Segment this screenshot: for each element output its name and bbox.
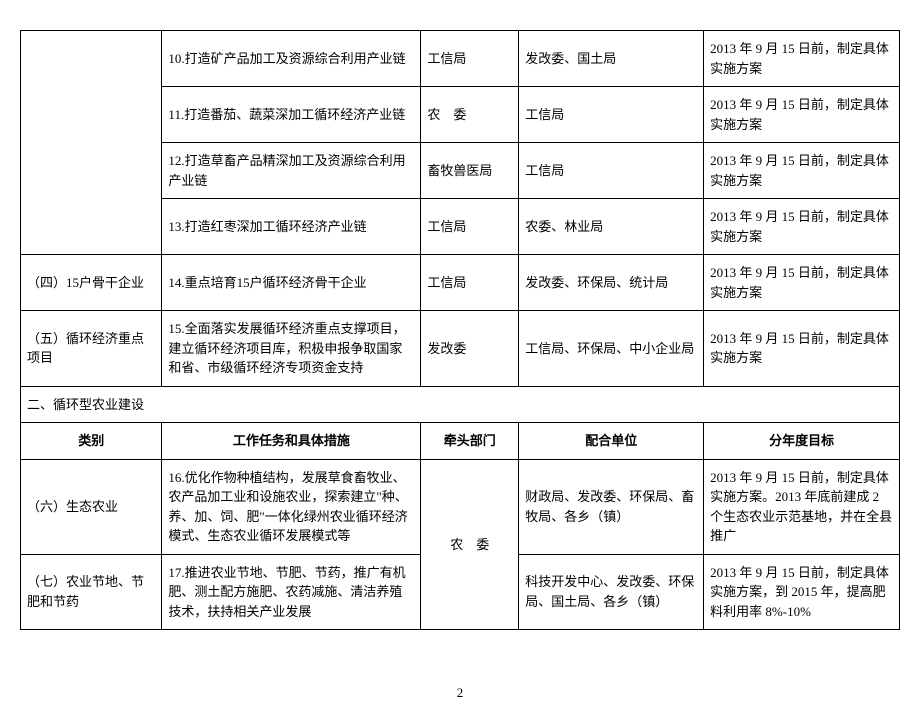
page-number: 2 (20, 685, 900, 701)
cell-goal: 2013 年 9 月 15 日前，制定具体实施方案 (704, 311, 900, 387)
cell-task: 12.打造草畜产品精深加工及资源综合利用产业链 (162, 143, 421, 199)
page-content: 10.打造矿产品加工及资源综合利用产业链 工信局 发改委、国土局 2013 年 … (20, 30, 900, 701)
table-row: （六）生态农业 16.优化作物种植结构，发展草食畜牧业、农产品加工业和设施农业，… (21, 459, 900, 554)
cell-task: 13.打造红枣深加工循环经济产业链 (162, 199, 421, 255)
table-row: （五）循环经济重点项目 15.全面落实发展循环经济重点支撑项目，建立循环经济项目… (21, 311, 900, 387)
cell-lead: 工信局 (421, 199, 519, 255)
cell-task: 11.打造番茄、蔬菜深加工循环经济产业链 (162, 87, 421, 143)
main-table: 10.打造矿产品加工及资源综合利用产业链 工信局 发改委、国土局 2013 年 … (20, 30, 900, 630)
cell-coord: 农委、林业局 (519, 199, 704, 255)
cell-goal: 2013 年 9 月 15 日前，制定具体实施方案 (704, 87, 900, 143)
cell-category: （六）生态农业 (21, 459, 162, 554)
table-header-row: 类别 工作任务和具体措施 牵头部门 配合单位 分年度目标 (21, 423, 900, 460)
cell-goal: 2013 年 9 月 15 日前，制定具体实施方案 (704, 199, 900, 255)
cell-goal: 2013 年 9 月 15 日前，制定具体实施方案，到 2015 年，提高肥料利… (704, 554, 900, 630)
cell-goal: 2013 年 9 月 15 日前，制定具体实施方案 (704, 31, 900, 87)
cell-goal: 2013 年 9 月 15 日前，制定具体实施方案。2013 年底前建成 2 个… (704, 459, 900, 554)
cell-lead: 畜牧兽医局 (421, 143, 519, 199)
header-task: 工作任务和具体措施 (162, 423, 421, 460)
cell-lead: 农 委 (421, 459, 519, 630)
cell-category: （五）循环经济重点项目 (21, 311, 162, 387)
cell-coord: 发改委、环保局、统计局 (519, 255, 704, 311)
cell-lead: 发改委 (421, 311, 519, 387)
cell-lead: 农 委 (421, 87, 519, 143)
cell-task: 17.推进农业节地、节肥、节药，推广有机肥、测土配方施肥、农药减施、清洁养殖技术… (162, 554, 421, 630)
cell-task: 14.重点培育15户循环经济骨干企业 (162, 255, 421, 311)
cell-lead: 工信局 (421, 255, 519, 311)
header-category: 类别 (21, 423, 162, 460)
header-coord: 配合单位 (519, 423, 704, 460)
cell-task: 16.优化作物种植结构，发展草食畜牧业、农产品加工业和设施农业，探索建立"种、养… (162, 459, 421, 554)
header-lead: 牵头部门 (421, 423, 519, 460)
header-goal: 分年度目标 (704, 423, 900, 460)
cell-category: （四）15户骨干企业 (21, 255, 162, 311)
table-row: （四）15户骨干企业 14.重点培育15户循环经济骨干企业 工信局 发改委、环保… (21, 255, 900, 311)
cell-coord: 财政局、发改委、环保局、畜牧局、各乡（镇） (519, 459, 704, 554)
cell-goal: 2013 年 9 月 15 日前，制定具体实施方案 (704, 143, 900, 199)
cell-coord: 发改委、国土局 (519, 31, 704, 87)
cell-coord: 工信局、环保局、中小企业局 (519, 311, 704, 387)
cell-task: 15.全面落实发展循环经济重点支撑项目，建立循环经济项目库，积极申报争取国家和省… (162, 311, 421, 387)
cell-category: （七）农业节地、节肥和节药 (21, 554, 162, 630)
cell-lead: 工信局 (421, 31, 519, 87)
cell-coord: 工信局 (519, 87, 704, 143)
cell-coord: 科技开发中心、发改委、环保局、国土局、各乡（镇） (519, 554, 704, 630)
cell-goal: 2013 年 9 月 15 日前，制定具体实施方案 (704, 255, 900, 311)
section-header-row: 二、循环型农业建设 (21, 386, 900, 423)
cell-coord: 工信局 (519, 143, 704, 199)
cell-task: 10.打造矿产品加工及资源综合利用产业链 (162, 31, 421, 87)
table-row: 10.打造矿产品加工及资源综合利用产业链 工信局 发改委、国土局 2013 年 … (21, 31, 900, 87)
section-title: 二、循环型农业建设 (21, 386, 900, 423)
cell-category-blank (21, 31, 162, 255)
